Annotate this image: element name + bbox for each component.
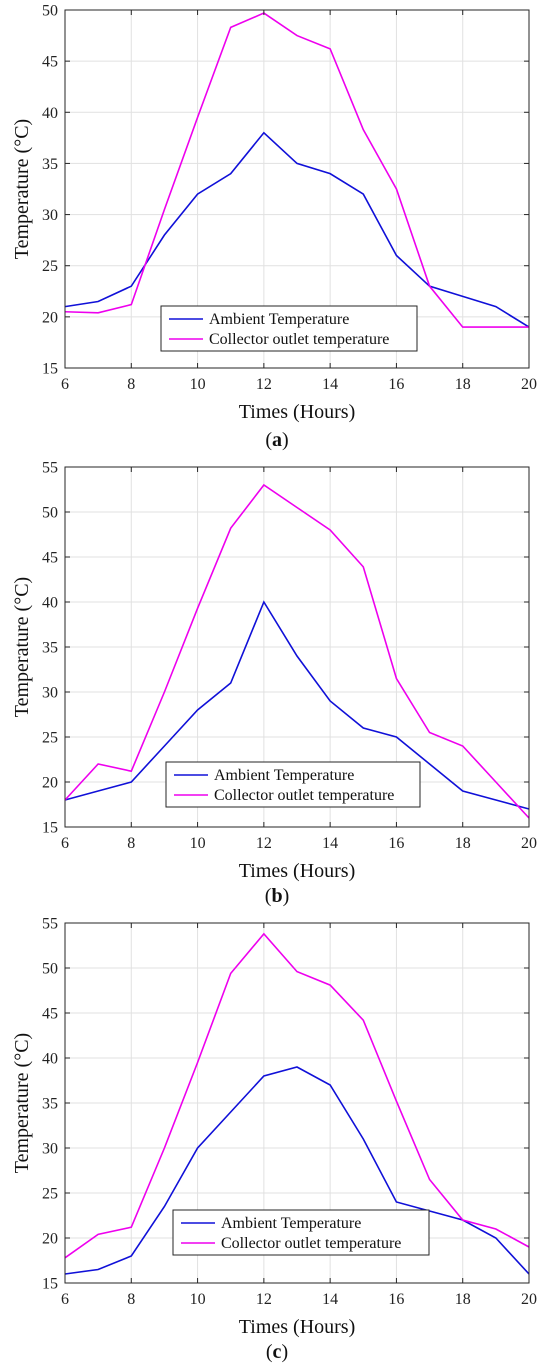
x-tick-label: 12	[256, 1291, 272, 1308]
series-line-collector	[64, 483, 530, 819]
y-tick-label: 15	[42, 361, 58, 378]
x-axis-label: Times (Hours)	[239, 1316, 356, 1338]
y-axis-label: Temperature (°C)	[11, 1033, 33, 1173]
panel-caption: (a)	[265, 429, 288, 451]
x-tick-label: 14	[322, 376, 338, 393]
y-tick-label: 40	[42, 595, 58, 612]
y-tick-label: 25	[42, 730, 58, 747]
legend-label: Ambient Temperature	[214, 767, 354, 784]
y-tick-label: 55	[42, 916, 58, 933]
x-tick-label: 10	[190, 376, 206, 393]
x-tick-label: 16	[388, 376, 404, 393]
chart-panel-b: 6 8 10 12 14 16 18 20 15 20 25 30 35 40 45 50 55 Times (H…	[11, 460, 537, 908]
legend-label: Ambient Temperature	[209, 311, 349, 328]
x-tick-label: 20	[521, 1291, 537, 1308]
legend: Ambient Temperature Collector outlet temp…	[160, 305, 418, 352]
y-tick-label: 15	[42, 820, 58, 837]
x-tick-label: 8	[127, 835, 135, 852]
y-tick-label: 35	[42, 1096, 58, 1113]
y-tick-label: 50	[42, 3, 58, 20]
legend-label: Ambient Temperature	[221, 1215, 361, 1232]
y-tick-label: 30	[42, 685, 58, 702]
y-tick-label: 45	[42, 1006, 58, 1023]
y-tick-label: 20	[42, 309, 58, 326]
y-tick-label: 55	[42, 460, 58, 477]
y-tick-label: 50	[42, 505, 58, 522]
x-tick-label: 6	[61, 835, 69, 852]
x-tick-label: 12	[256, 835, 272, 852]
y-tick-label: 35	[42, 640, 58, 657]
legend-box	[160, 305, 418, 352]
x-tick-label: 18	[455, 376, 471, 393]
series-line-ambient	[64, 131, 530, 328]
x-tick-label: 14	[322, 835, 338, 852]
legend-label: Collector outlet temperature	[214, 787, 394, 804]
legend: Ambient Temperature Collector outlet temp…	[172, 1209, 430, 1256]
x-tick-label: 12	[256, 376, 272, 393]
y-tick-label: 45	[42, 550, 58, 567]
y-tick-label: 25	[42, 1186, 58, 1203]
x-tick-label: 6	[61, 1291, 69, 1308]
chart-panel-c: 6 8 10 12 14 16 18 20 15 20 25 30 35 40 45 50 55 Times (H…	[11, 916, 537, 1364]
y-tick-label: 30	[42, 207, 58, 224]
y-axis-label: Temperature (°C)	[11, 119, 33, 259]
y-tick-label: 20	[42, 775, 58, 792]
series-line-collector	[64, 12, 529, 328]
x-tick-label: 8	[127, 376, 135, 393]
x-tick-label: 8	[127, 1291, 135, 1308]
legend-label: Collector outlet temperature	[209, 331, 389, 348]
y-axis-label: Temperature (°C)	[11, 577, 33, 717]
legend-label: Collector outlet temperature	[221, 1235, 401, 1252]
series-line-ambient	[64, 600, 530, 810]
y-tick-label: 15	[42, 1276, 58, 1293]
x-axis-label: Times (Hours)	[239, 401, 356, 423]
y-tick-label: 40	[42, 105, 58, 122]
x-tick-label: 20	[521, 376, 537, 393]
x-axis-label: Times (Hours)	[239, 860, 356, 882]
x-tick-label: 16	[388, 1291, 404, 1308]
series-line-collector	[64, 932, 530, 1259]
legend-box	[165, 761, 421, 808]
x-tick-label: 20	[521, 835, 537, 852]
chart-panel-a: 6 8 10 12 14 16 18 20 15 20 25 30 35 40 45 50 Times (Hou…	[11, 3, 537, 452]
axes-box	[64, 9, 530, 369]
legend-box	[172, 1209, 430, 1256]
x-tick-label: 14	[322, 1291, 338, 1308]
y-tick-label: 25	[42, 258, 58, 275]
y-tick-label: 20	[42, 1231, 58, 1248]
y-tick-label: 40	[42, 1051, 58, 1068]
y-tick-label: 50	[42, 961, 58, 978]
panel-caption: (c)	[266, 1341, 288, 1363]
x-tick-label: 10	[190, 1291, 206, 1308]
x-tick-label: 16	[388, 835, 404, 852]
x-tick-label: 18	[455, 1291, 471, 1308]
y-tick-label: 35	[42, 156, 58, 173]
legend: Ambient Temperature Collector outlet temp…	[165, 761, 421, 808]
y-tick-label: 45	[42, 54, 58, 71]
x-tick-label: 18	[455, 835, 471, 852]
x-tick-label: 6	[61, 376, 69, 393]
series-line-ambient	[64, 1066, 530, 1275]
y-tick-label: 30	[42, 1141, 58, 1158]
x-tick-label: 10	[190, 835, 206, 852]
panel-caption: (b)	[265, 885, 289, 907]
